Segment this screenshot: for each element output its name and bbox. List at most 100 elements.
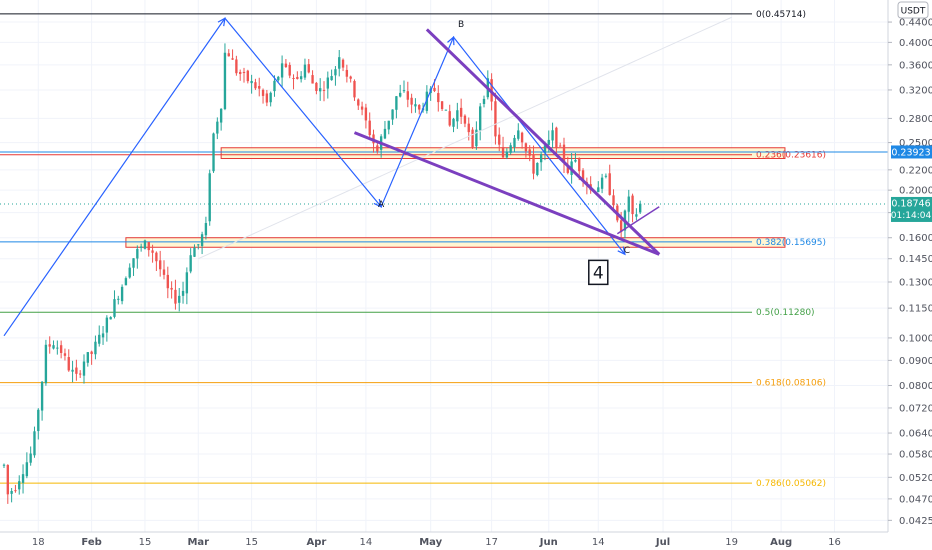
candle-body-99[interactable] [345, 69, 349, 77]
candle-body-65[interactable] [216, 121, 219, 134]
candle-body-105[interactable] [368, 120, 371, 136]
candle-body-82[interactable] [280, 63, 284, 78]
candle-body-166[interactable] [600, 177, 604, 189]
candle-body-39[interactable] [117, 298, 120, 300]
candle-body-79[interactable] [269, 92, 272, 103]
candle-body-145[interactable] [520, 132, 524, 143]
candle-body-149[interactable] [536, 162, 539, 175]
candle-body-129[interactable] [459, 107, 463, 117]
candle-body-24[interactable] [59, 345, 63, 353]
candle-body-22[interactable] [52, 345, 55, 349]
candle-body-135[interactable] [482, 98, 486, 105]
candle-body-66[interactable] [219, 108, 223, 123]
candle-body-169[interactable] [612, 195, 615, 206]
candle-body-140[interactable] [501, 147, 505, 158]
candle-body-12[interactable] [14, 490, 17, 492]
candle-body-60[interactable] [197, 244, 200, 246]
candle-body-62[interactable] [204, 223, 208, 236]
candle-body-100[interactable] [349, 76, 352, 79]
candle-body-141[interactable] [505, 152, 509, 158]
candle-body-138[interactable] [494, 101, 497, 137]
candle-body-94[interactable] [326, 77, 329, 89]
candle-body-97[interactable] [338, 57, 341, 69]
breakout-line[interactable] [616, 206, 660, 235]
candle-body-111[interactable] [391, 109, 394, 120]
candle-body-81[interactable] [277, 76, 280, 81]
candle-body-96[interactable] [334, 69, 337, 76]
candle-body-115[interactable] [406, 91, 409, 100]
candle-body-165[interactable] [597, 187, 600, 193]
candle-body-25[interactable] [63, 353, 67, 356]
candle-body-67[interactable] [223, 52, 227, 110]
candle-body-176[interactable] [639, 203, 642, 213]
candle-body-76[interactable] [258, 86, 261, 89]
candle-body-84[interactable] [288, 64, 291, 76]
candle-body-168[interactable] [608, 173, 611, 195]
candle-body-19[interactable] [40, 381, 44, 411]
candle-body-142[interactable] [509, 145, 512, 153]
candle-body-29[interactable] [79, 373, 82, 375]
candle-body-63[interactable] [208, 173, 211, 222]
candle-body-175[interactable] [635, 214, 638, 217]
candle-body-109[interactable] [383, 128, 387, 139]
candle-body-35[interactable] [101, 333, 105, 338]
candle-body-152[interactable] [547, 139, 550, 145]
candle-body-134[interactable] [479, 106, 482, 131]
candle-body-26[interactable] [67, 357, 70, 371]
candle-body-88[interactable] [303, 64, 307, 78]
candle-body-133[interactable] [475, 129, 478, 147]
candle-body-124[interactable] [440, 101, 444, 110]
candle-body-156[interactable] [562, 144, 566, 163]
candle-body-69[interactable] [231, 58, 234, 60]
candle-body-27[interactable] [71, 369, 74, 372]
candle-body-77[interactable] [261, 89, 265, 96]
candle-body-174[interactable] [631, 195, 634, 215]
candle-body-32[interactable] [90, 351, 93, 355]
candle-body-93[interactable] [322, 89, 326, 91]
candle-body-160[interactable] [578, 158, 581, 172]
candle-body-56[interactable] [181, 290, 185, 296]
candle-body-38[interactable] [113, 299, 116, 317]
candle-body-154[interactable] [555, 127, 558, 149]
candle-body-101[interactable] [353, 80, 356, 98]
candle-body-125[interactable] [444, 109, 448, 111]
candle-body-40[interactable] [120, 286, 124, 302]
candle-body-131[interactable] [467, 123, 470, 133]
candle-body-51[interactable] [162, 269, 166, 275]
candle-body-48[interactable] [151, 250, 154, 253]
candle-body-80[interactable] [273, 80, 276, 92]
candle-body-112[interactable] [395, 96, 398, 110]
candle-body-102[interactable] [357, 99, 360, 106]
candle-body-173[interactable] [627, 196, 630, 212]
candle-body-143[interactable] [513, 137, 516, 148]
candle-body-52[interactable] [166, 274, 169, 289]
candle-body-85[interactable] [292, 77, 295, 79]
candle-body-110[interactable] [387, 120, 390, 130]
candle-body-91[interactable] [315, 82, 318, 91]
candle-body-64[interactable] [212, 133, 215, 172]
candle-body-92[interactable] [319, 88, 322, 92]
candle-body-59[interactable] [193, 247, 196, 257]
candle-body-61[interactable] [200, 234, 204, 247]
candle-body-41[interactable] [124, 278, 128, 286]
candle-body-130[interactable] [463, 115, 467, 124]
candle-body-159[interactable] [574, 159, 577, 162]
candle-body-30[interactable] [82, 361, 86, 376]
time-axis[interactable]: 18 Feb 15 Mar 15 Apr 14 May 17 Jun 14 Jul 19 Aug 16 [32, 537, 841, 548]
candle-body-120[interactable] [425, 91, 429, 111]
candle-body-33[interactable] [94, 341, 97, 355]
candle-body-144[interactable] [517, 130, 520, 139]
candle-body-49[interactable] [155, 252, 158, 262]
candle-body-95[interactable] [330, 76, 333, 81]
candle-body-86[interactable] [296, 76, 299, 79]
candle-body-167[interactable] [604, 175, 608, 177]
candle-body-14[interactable] [21, 474, 25, 483]
currency-badge[interactable]: USDT [897, 1, 929, 19]
candle-body-23[interactable] [56, 347, 59, 349]
candle-body-71[interactable] [239, 71, 242, 75]
candle-body-151[interactable] [543, 145, 547, 153]
candle-body-155[interactable] [559, 145, 562, 147]
candle-body-107[interactable] [376, 145, 379, 152]
